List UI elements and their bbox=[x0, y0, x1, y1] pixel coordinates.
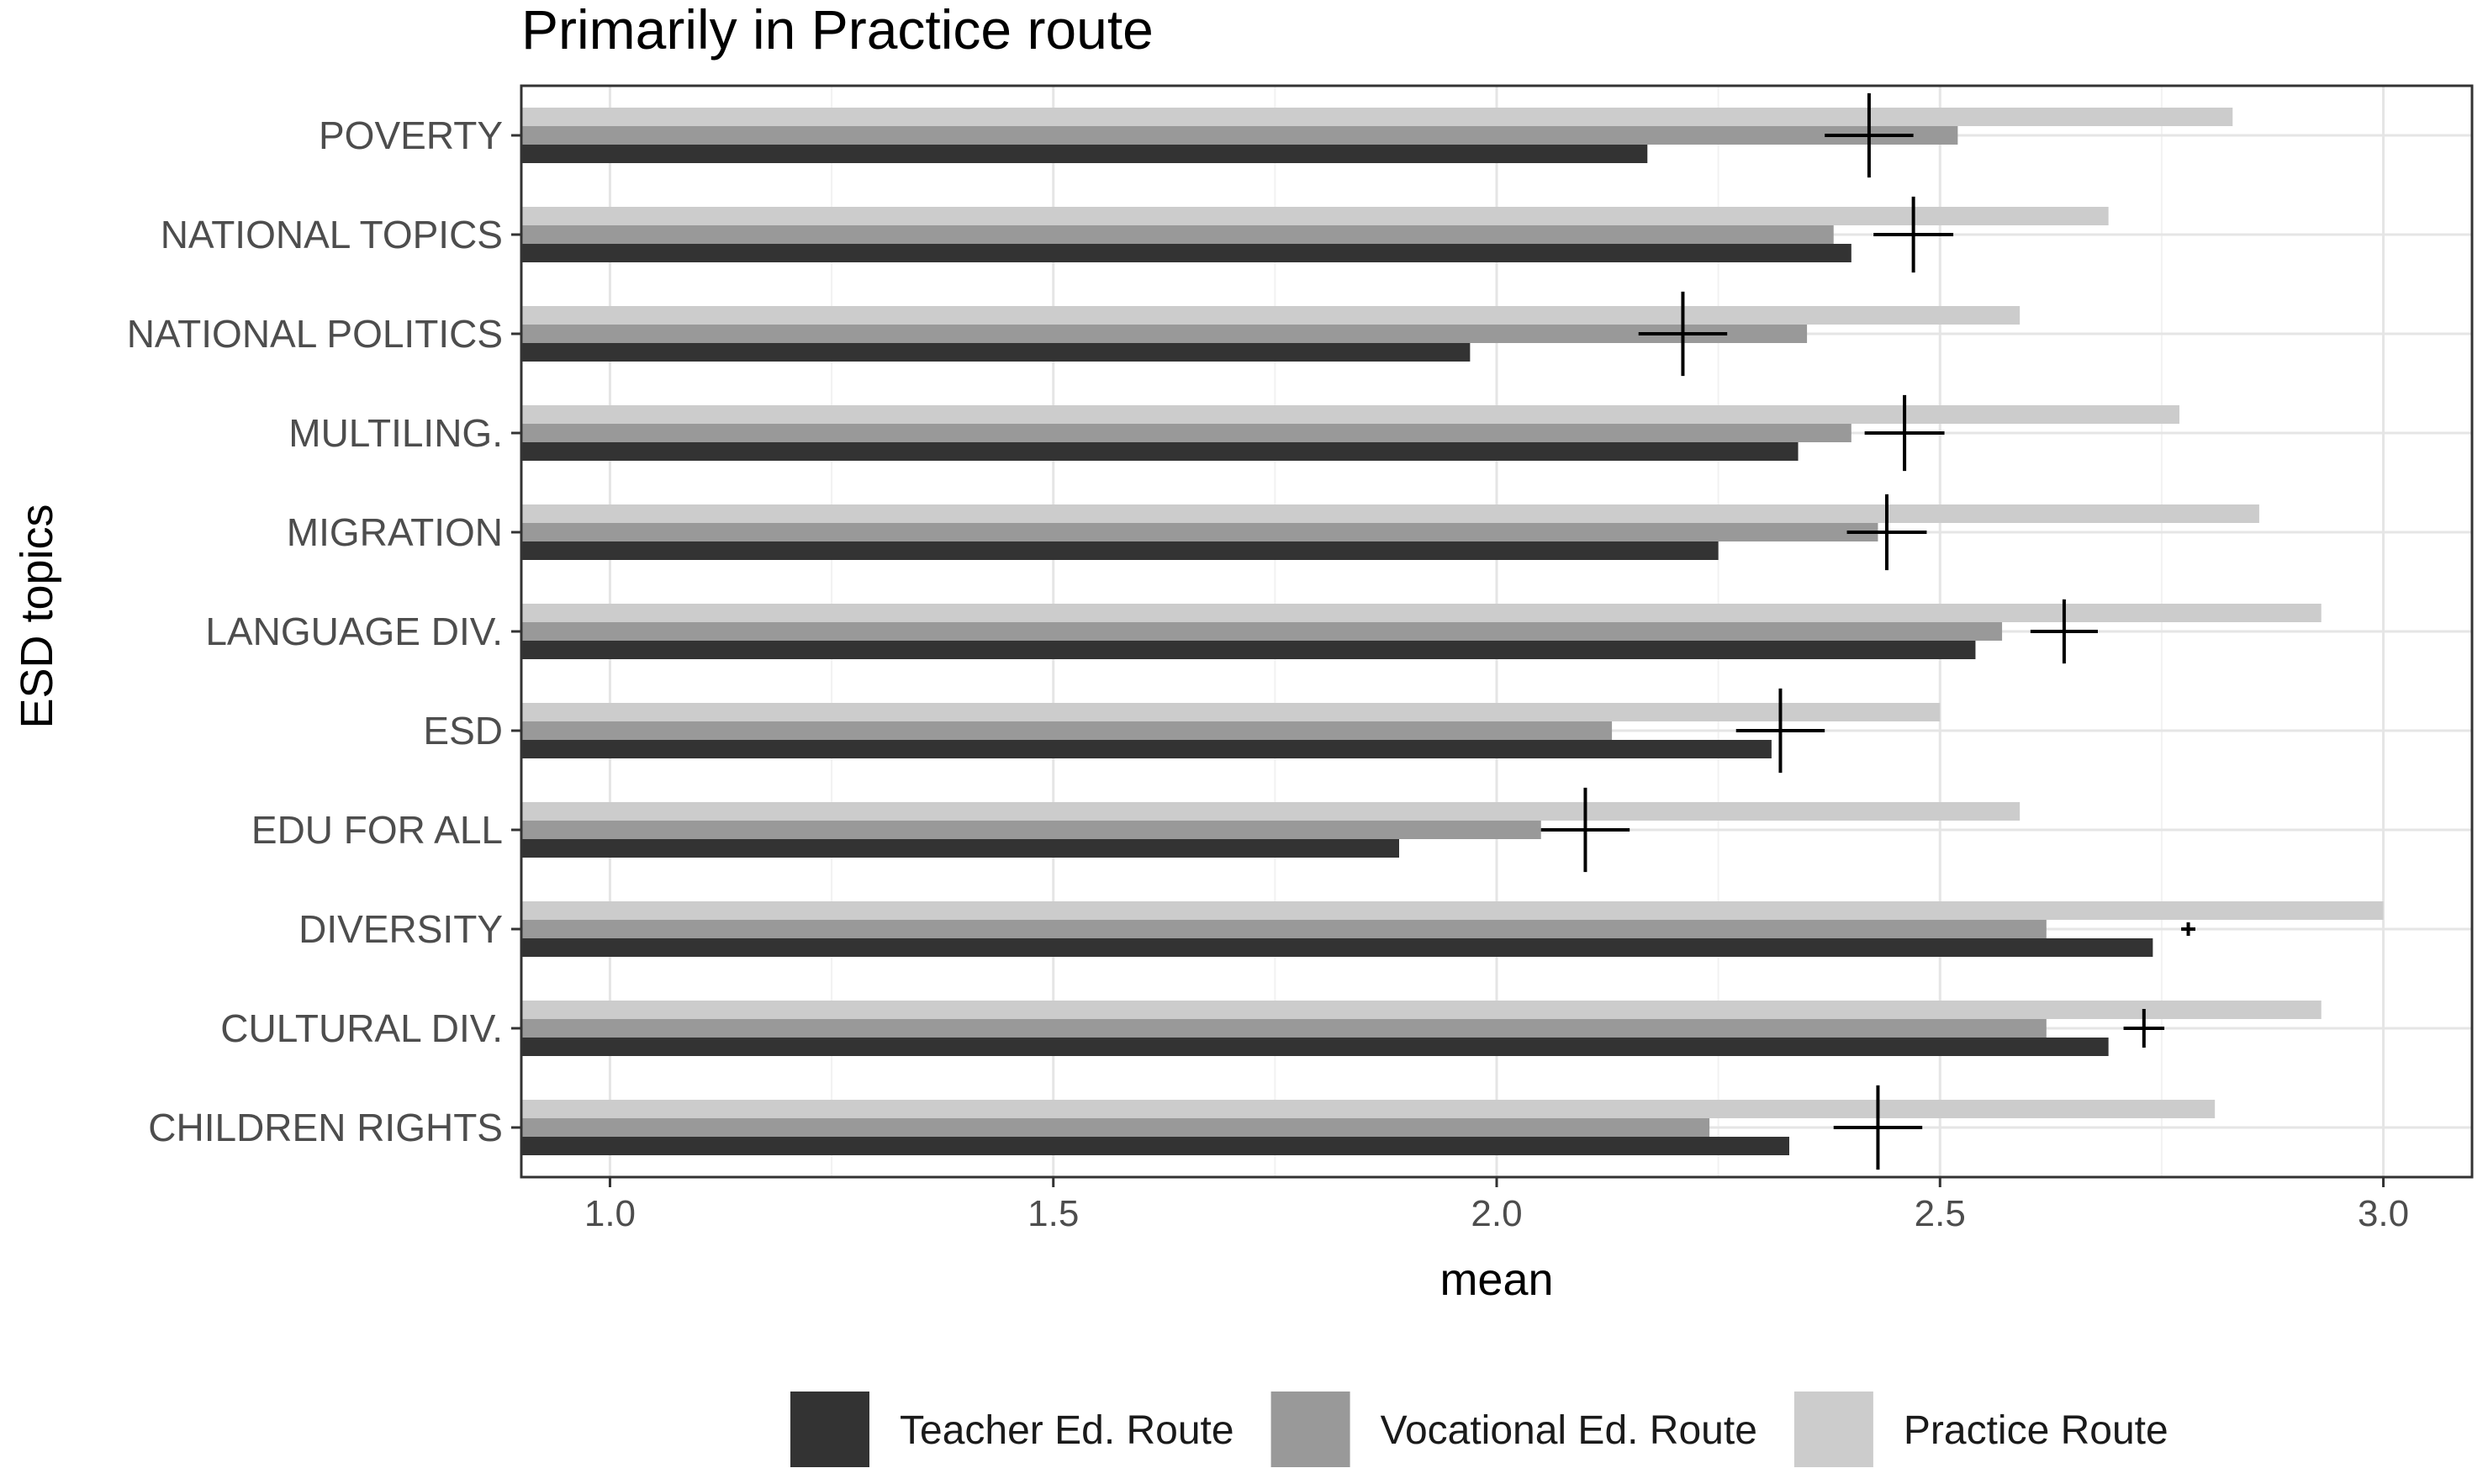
category-labels: POVERTY NATIONAL TOPICS NATIONAL POLITICS M… bbox=[127, 114, 521, 1149]
bar bbox=[521, 1038, 2109, 1056]
legend: Teacher Ed. Route Vocational Ed. Route Pra… bbox=[790, 1392, 2168, 1467]
bar bbox=[521, 802, 2021, 821]
chart-title: Primarily in Practice route bbox=[521, 0, 1154, 61]
mean-cross-marker bbox=[1873, 196, 1954, 273]
legend-key bbox=[1793, 1392, 1873, 1467]
legend-label: Practice Route bbox=[1904, 1408, 2168, 1453]
bar bbox=[521, 424, 1851, 442]
category-label: NATIONAL TOPICS bbox=[161, 213, 503, 256]
bar bbox=[521, 244, 1851, 262]
bar bbox=[521, 740, 1772, 758]
bar bbox=[521, 306, 2021, 325]
bar bbox=[521, 622, 2003, 641]
bar bbox=[521, 1118, 1710, 1137]
bar bbox=[521, 108, 2233, 126]
legend-item: Practice Route bbox=[1793, 1392, 2168, 1467]
mean-cross-marker bbox=[1638, 291, 1728, 377]
legend-key bbox=[790, 1392, 869, 1467]
bar bbox=[521, 225, 1834, 244]
bar bbox=[521, 938, 2153, 957]
bar bbox=[521, 1001, 2322, 1019]
category-label: ESD bbox=[423, 709, 503, 753]
legend-key bbox=[1270, 1392, 1350, 1467]
category-label: POVERTY bbox=[319, 114, 503, 157]
bar bbox=[521, 145, 1648, 163]
bar bbox=[521, 126, 1958, 145]
mean-cross-marker bbox=[2030, 599, 2098, 664]
category-label: MIGRATION bbox=[287, 510, 503, 554]
x-tick-label: 1.5 bbox=[1027, 1193, 1079, 1234]
bar bbox=[521, 523, 1878, 541]
bar bbox=[521, 1019, 2047, 1038]
mean-cross-marker bbox=[1864, 394, 1945, 472]
legend-item: Teacher Ed. Route bbox=[790, 1392, 1234, 1467]
y-axis-title: ESD topics bbox=[12, 504, 62, 728]
bar bbox=[521, 1137, 1789, 1155]
x-tick-label: 2.0 bbox=[1471, 1193, 1522, 1234]
x-tick-label: 1.0 bbox=[584, 1193, 636, 1234]
bar bbox=[521, 920, 2047, 938]
bar bbox=[521, 703, 1941, 721]
legend-label: Teacher Ed. Route bbox=[900, 1408, 1234, 1453]
bar bbox=[521, 641, 1976, 659]
category-label: NATIONAL POLITICS bbox=[127, 312, 503, 356]
bar bbox=[521, 325, 1808, 343]
bar bbox=[521, 343, 1471, 362]
category-label: MULTILING. bbox=[288, 411, 503, 455]
bar bbox=[521, 721, 1613, 740]
bar bbox=[521, 405, 2179, 424]
bar bbox=[521, 504, 2259, 523]
bar bbox=[521, 839, 1399, 858]
mean-cross-marker bbox=[1846, 494, 1927, 571]
bar bbox=[521, 207, 2109, 225]
x-axis-ticks: 1.0 1.5 2.0 2.5 3.0 bbox=[584, 1177, 2409, 1234]
category-label: DIVERSITY bbox=[298, 907, 503, 951]
legend-label: Vocational Ed. Route bbox=[1381, 1408, 1757, 1453]
x-axis-title: mean bbox=[1439, 1254, 1553, 1305]
mean-cross-marker bbox=[2123, 1008, 2165, 1048]
bar bbox=[521, 901, 2384, 920]
category-label: EDU FOR ALL bbox=[251, 808, 503, 852]
bar bbox=[521, 541, 1719, 560]
mean-cross-marker bbox=[1540, 787, 1630, 873]
mean-cross-marker bbox=[1833, 1085, 1923, 1170]
category-label: LANGUAGE DIV. bbox=[205, 610, 503, 653]
bar bbox=[521, 821, 1541, 839]
category-label: CHILDREN RIGHTS bbox=[148, 1106, 503, 1149]
mean-cross-marker bbox=[1735, 688, 1825, 774]
mean-cross-marker bbox=[1825, 92, 1914, 178]
bar bbox=[521, 442, 1799, 461]
x-tick-label: 2.5 bbox=[1915, 1193, 1966, 1234]
category-label: CULTURAL DIV. bbox=[220, 1006, 503, 1050]
bars bbox=[521, 108, 2384, 1155]
x-tick-label: 3.0 bbox=[2358, 1193, 2409, 1234]
bar bbox=[521, 604, 2322, 622]
bar bbox=[521, 1100, 2216, 1118]
mean-markers bbox=[1540, 92, 2195, 1170]
mean-cross-marker bbox=[2181, 922, 2195, 937]
legend-item: Vocational Ed. Route bbox=[1270, 1392, 1757, 1467]
